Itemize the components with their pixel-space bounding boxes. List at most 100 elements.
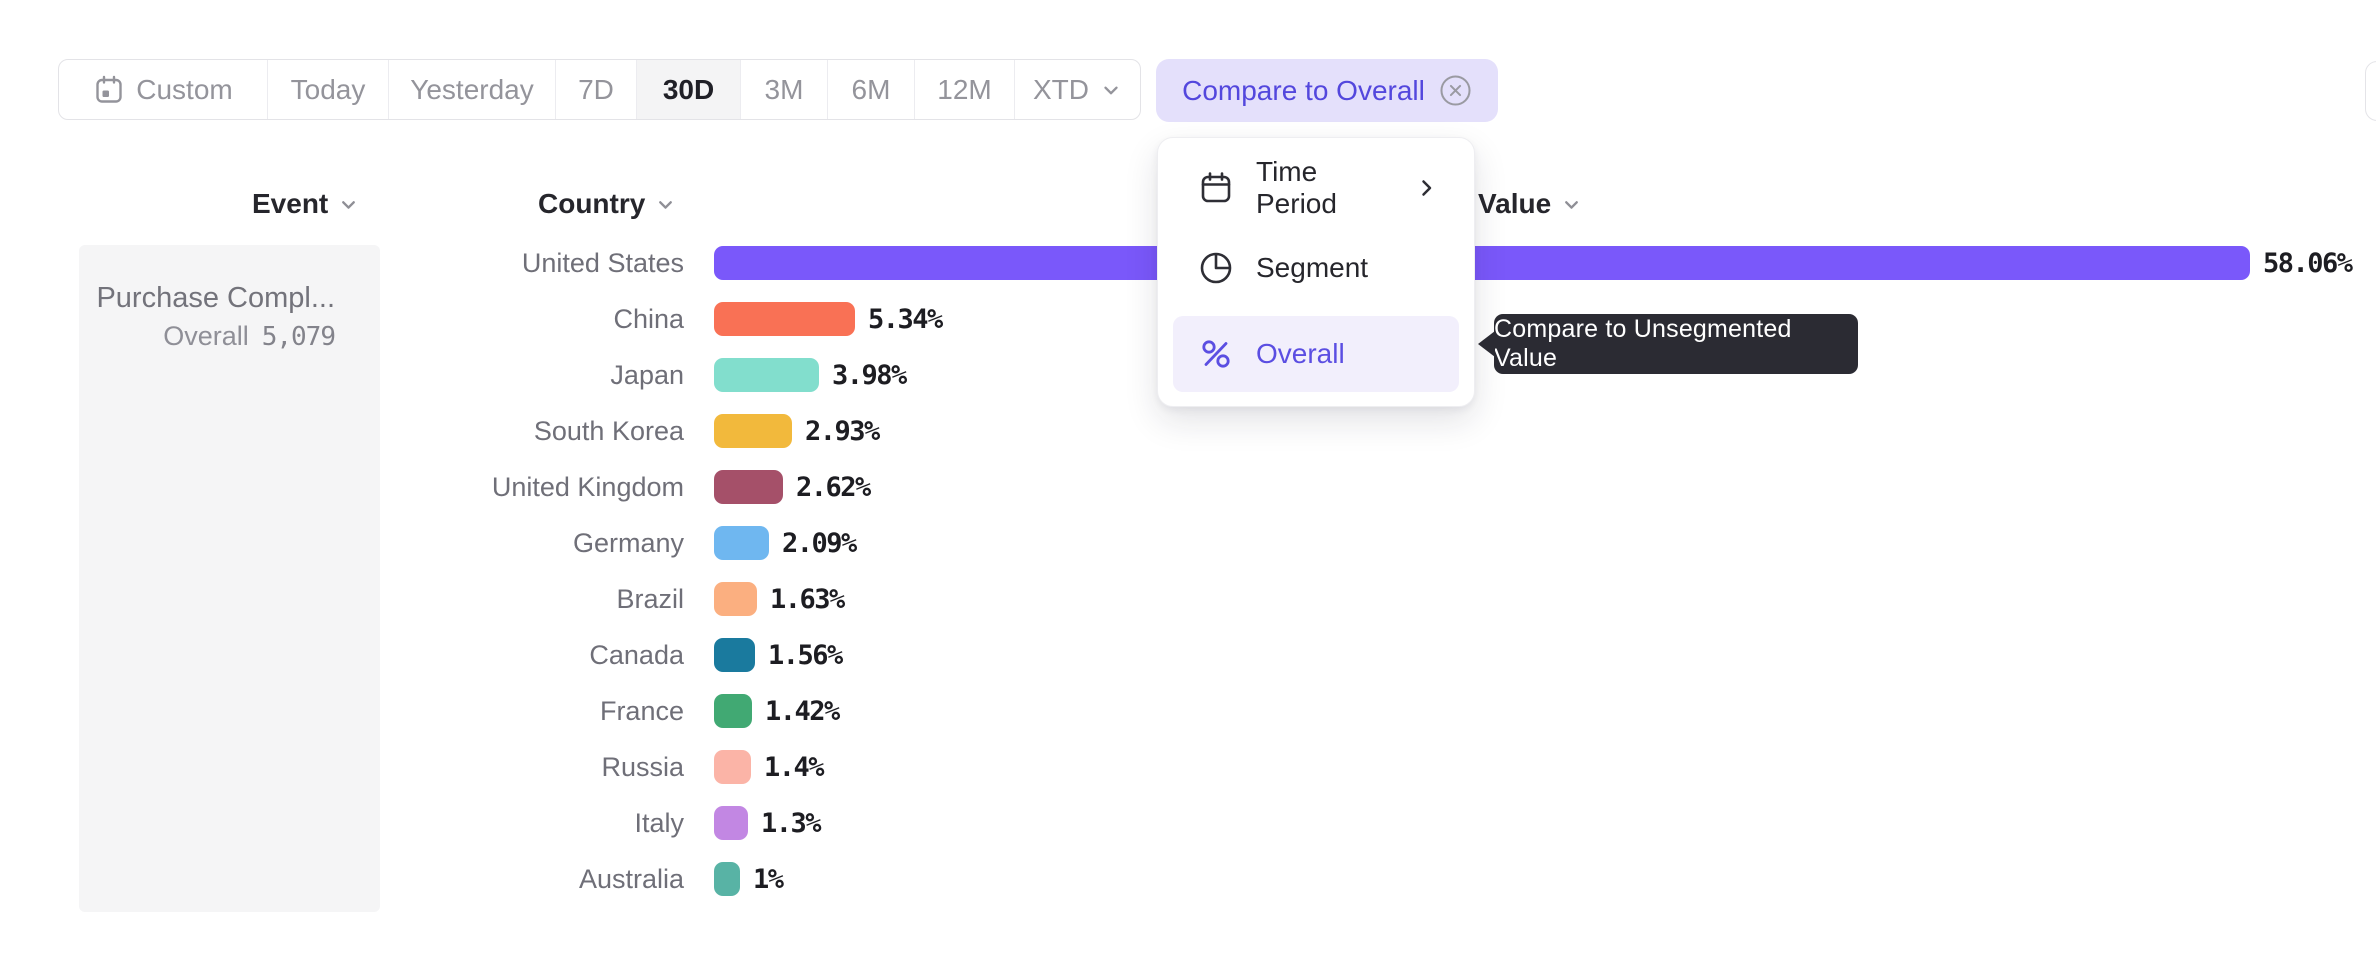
- bar[interactable]: [714, 526, 769, 560]
- bar[interactable]: [714, 302, 855, 336]
- time-range-12m-button[interactable]: 12M: [914, 60, 1014, 119]
- percent-icon: [1198, 336, 1234, 372]
- toolbar-button-label: Today: [290, 73, 366, 105]
- chart-row: United Kingdom 2.62%: [0, 470, 2376, 504]
- value-header-label: Value: [1478, 188, 1552, 219]
- event-overall-row: Overall 5,079: [79, 321, 336, 352]
- bar[interactable]: [714, 246, 2250, 280]
- time-range-toolbar: Custom Today Yesterday 7D 30D 3M 6M 12M …: [58, 59, 1141, 120]
- toolbar-button-label: Yesterday: [410, 73, 534, 105]
- chart-row: Russia 1.4%: [0, 750, 2376, 784]
- country-label: Brazil: [616, 583, 684, 614]
- country-label: United Kingdom: [491, 471, 684, 502]
- chevron-down-icon: [338, 194, 359, 215]
- chart-row: Germany 2.09%: [0, 526, 2376, 560]
- tooltip-text: Compare to Unsegmented Value: [1494, 315, 1792, 372]
- chart-row: South Korea 2.93%: [0, 414, 2376, 448]
- country-header-label: Country: [538, 188, 646, 219]
- circle-x-icon[interactable]: [1439, 74, 1472, 107]
- country-label: China: [613, 303, 684, 334]
- bar[interactable]: [714, 414, 792, 448]
- clipped-edge-control[interactable]: [2365, 61, 2376, 121]
- menu-item-label: Time Period: [1256, 156, 1337, 219]
- country-label: Australia: [578, 863, 684, 894]
- value-label: 58.06%: [2263, 247, 2353, 279]
- time-range-custom-button[interactable]: Custom: [59, 60, 267, 119]
- event-row-panel[interactable]: Purchase Compl... Overall 5,079: [79, 245, 380, 912]
- calendar-icon: [93, 74, 125, 106]
- value-label: 1.63%: [770, 583, 845, 615]
- menu-item-overall[interactable]: Overall: [1173, 316, 1459, 392]
- bar[interactable]: [714, 862, 740, 896]
- event-header-label: Event: [252, 188, 329, 219]
- menu-item-label: Segment: [1256, 252, 1369, 283]
- chart-row: France 1.42%: [0, 694, 2376, 728]
- time-range-3m-button[interactable]: 3M: [740, 60, 827, 119]
- time-range-6m-button[interactable]: 6M: [827, 60, 914, 119]
- bar[interactable]: [714, 638, 755, 672]
- time-range-xtd-button[interactable]: XTD: [1014, 60, 1140, 119]
- value-label: 5.34%: [868, 303, 943, 335]
- overall-label: Overall: [163, 321, 249, 351]
- compare-to-overall-chip[interactable]: Compare to Overall: [1156, 59, 1498, 122]
- chart-row: China 5.34%: [0, 302, 2376, 336]
- toolbar-button-label: 6M: [851, 73, 891, 105]
- calendar-icon: [1198, 170, 1234, 206]
- value-label: 1.56%: [768, 639, 843, 671]
- compare-chip-label: Compare to Overall: [1182, 74, 1425, 106]
- value-label: 1.42%: [765, 695, 840, 727]
- menu-item-time-period[interactable]: Time Period: [1158, 148, 1474, 228]
- menu-item-label: Overall: [1256, 338, 1345, 369]
- segment-icon: [1198, 250, 1234, 286]
- overall-value: 5,079: [261, 322, 336, 352]
- chevron-down-icon: [1100, 79, 1122, 101]
- chevron-down-icon: [655, 194, 676, 215]
- bar[interactable]: [714, 694, 752, 728]
- chevron-right-icon: [1414, 176, 1438, 200]
- chart-row: Brazil 1.63%: [0, 582, 2376, 616]
- menu-item-segment[interactable]: Segment: [1158, 228, 1474, 308]
- country-label: Japan: [610, 359, 684, 390]
- country-label: Germany: [572, 527, 684, 558]
- compare-dropdown-menu: Time Period Segment Overall: [1157, 137, 1475, 407]
- toolbar-button-label: XTD: [1033, 73, 1089, 105]
- toolbar-button-label: 7D: [578, 73, 614, 105]
- chart-row: Italy 1.3%: [0, 806, 2376, 840]
- value-label: 3.98%: [832, 359, 907, 391]
- value-label: 2.93%: [805, 415, 880, 447]
- chart-row: Japan 3.98%: [0, 358, 2376, 392]
- country-label: France: [599, 695, 684, 726]
- chart-row: United States 58.06%: [0, 246, 2376, 280]
- toolbar-button-label: 12M: [937, 73, 992, 105]
- value-label: 2.09%: [782, 527, 857, 559]
- value-label: 1.4%: [764, 751, 825, 783]
- bar[interactable]: [714, 470, 783, 504]
- toolbar-button-label: 30D: [662, 73, 715, 105]
- value-column-header[interactable]: Value: [1478, 186, 1582, 222]
- time-range-yesterday-button[interactable]: Yesterday: [388, 60, 555, 119]
- country-column-header[interactable]: Country: [538, 186, 676, 222]
- event-name: Purchase Compl...: [96, 282, 335, 314]
- value-label: 1.3%: [761, 807, 822, 839]
- chart-row: Australia 1%: [0, 862, 2376, 896]
- country-label: United States: [521, 247, 684, 278]
- time-range-today-button[interactable]: Today: [267, 60, 388, 119]
- country-label: Canada: [589, 639, 684, 670]
- value-label: 1%: [753, 863, 784, 895]
- toolbar-button-label: Custom: [136, 73, 233, 105]
- tooltip: Compare to Unsegmented Value: [1494, 314, 1858, 374]
- bar[interactable]: [714, 750, 751, 784]
- bar[interactable]: [714, 582, 757, 616]
- bar[interactable]: [714, 358, 819, 392]
- country-label: South Korea: [533, 415, 684, 446]
- time-range-7d-button[interactable]: 7D: [555, 60, 636, 119]
- chart-row: Canada 1.56%: [0, 638, 2376, 672]
- country-label: Russia: [601, 751, 684, 782]
- value-label: 2.62%: [796, 471, 871, 503]
- chevron-down-icon: [1561, 194, 1582, 215]
- toolbar-button-label: 3M: [764, 73, 804, 105]
- country-label: Italy: [634, 807, 684, 838]
- bar[interactable]: [714, 806, 748, 840]
- time-range-30d-button[interactable]: 30D: [636, 60, 740, 119]
- event-column-header[interactable]: Event: [252, 186, 359, 222]
